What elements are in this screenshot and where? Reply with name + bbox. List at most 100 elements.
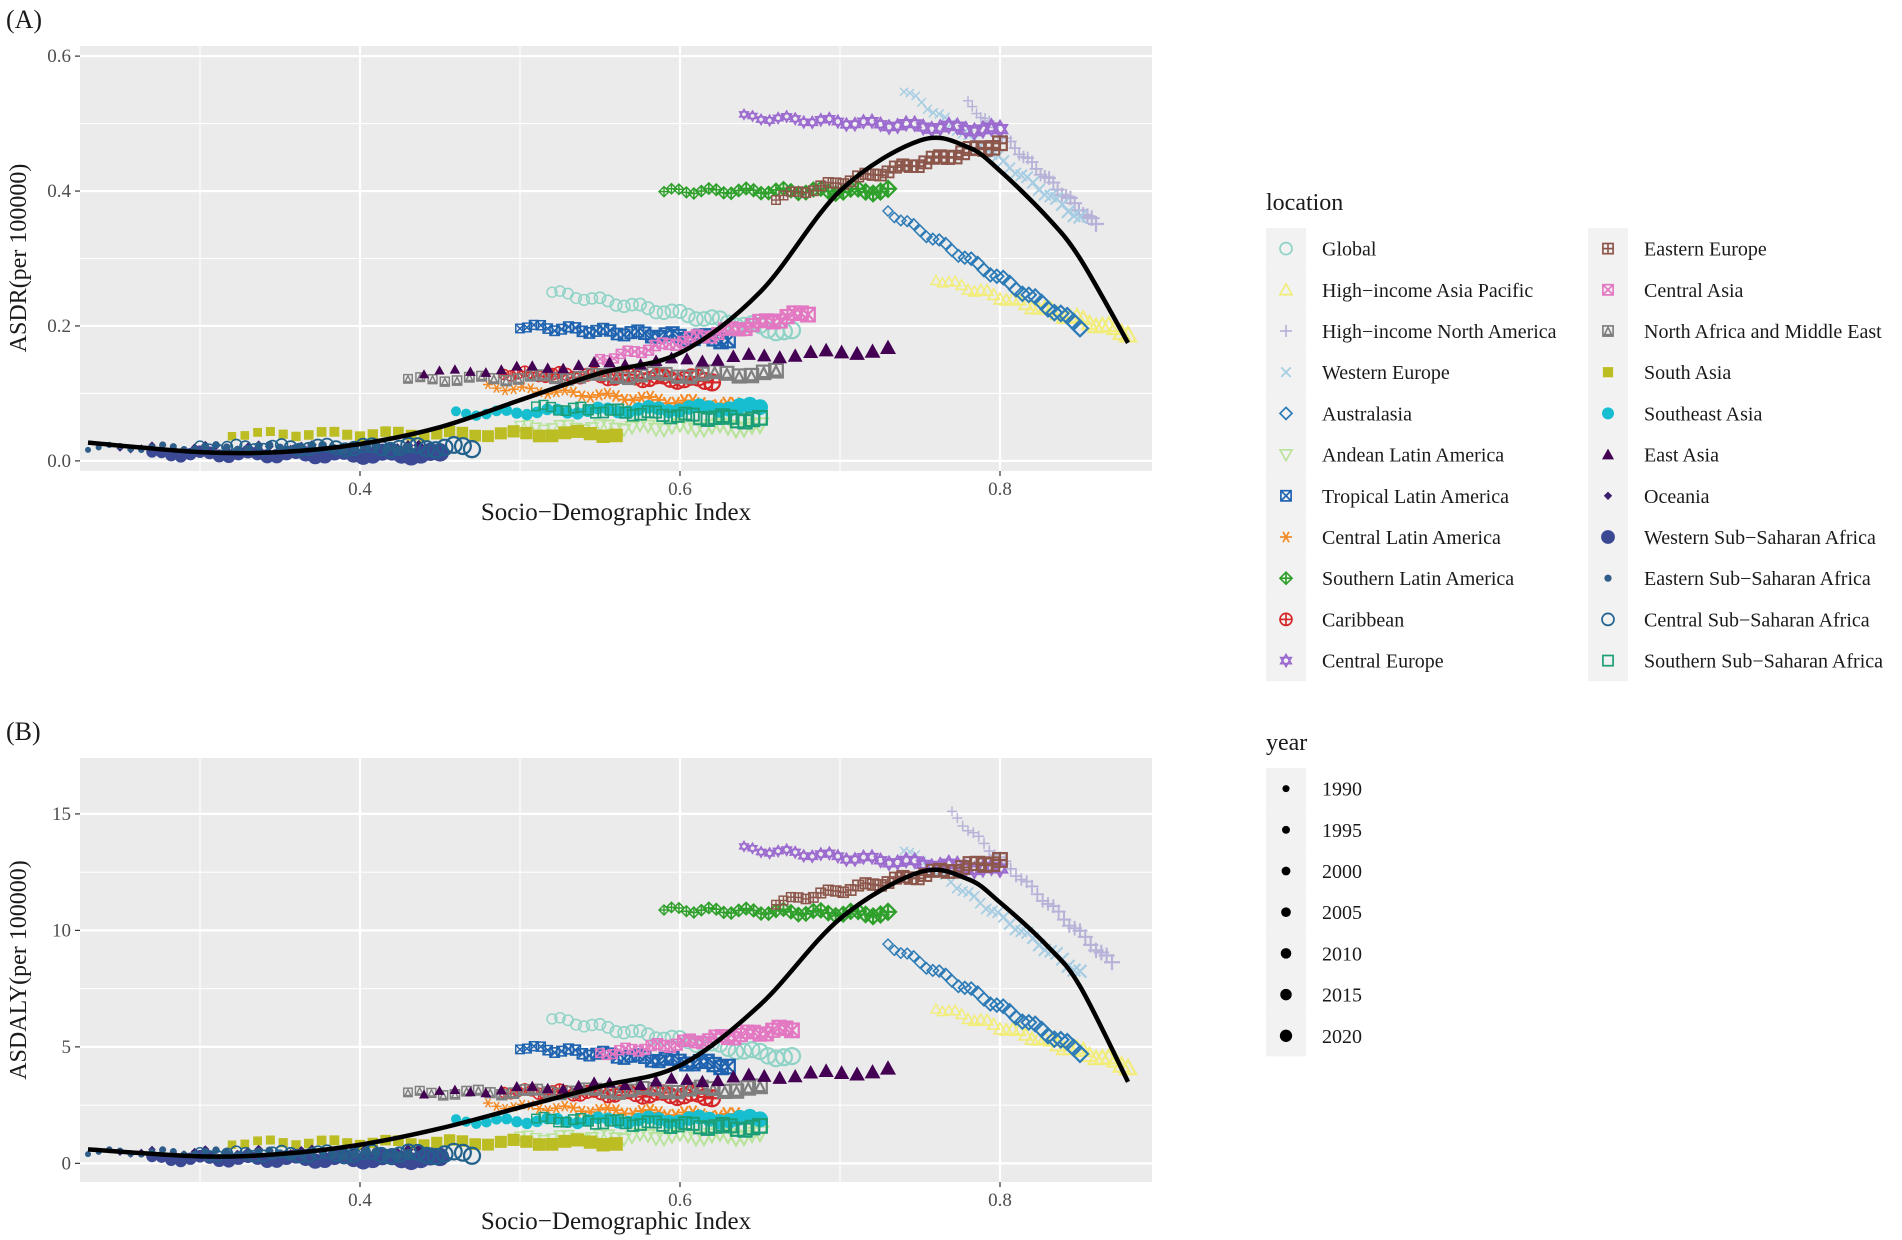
data-point: [693, 410, 708, 426]
data-point: [929, 274, 943, 286]
data-point: [491, 1101, 502, 1112]
data-point: [888, 211, 901, 224]
data-point: [364, 1144, 381, 1160]
data-point: [888, 160, 903, 174]
data-point: [707, 410, 723, 426]
data-point: [831, 848, 845, 865]
legend-key: [1266, 640, 1306, 682]
data-point: [584, 391, 597, 403]
legend-location-label: Central Asia: [1644, 280, 1744, 302]
data-point: [453, 437, 472, 456]
data-point: [480, 1087, 492, 1098]
data-point: [634, 407, 647, 421]
data-point: [546, 286, 558, 298]
data-point: [575, 1112, 587, 1124]
data-point: [678, 1116, 693, 1130]
data-point: [488, 372, 500, 385]
series-south-asia: [227, 424, 623, 443]
data-point: [603, 356, 616, 368]
data-point: [648, 304, 664, 320]
legend-location-label: Western Sub−Saharan Africa: [1644, 527, 1876, 549]
data-point: [560, 1116, 572, 1128]
data-point: [469, 1138, 482, 1151]
data-point: [763, 113, 776, 128]
data-point: [427, 1147, 445, 1166]
legend-year-item: 2010: [1266, 932, 1362, 974]
series-australasia: [882, 938, 1090, 1064]
data-point: [462, 1146, 482, 1165]
data-point: [670, 1038, 683, 1051]
data-point: [641, 405, 655, 419]
data-point: [963, 251, 979, 267]
data-point: [601, 387, 614, 400]
legend-year-label: 1990: [1322, 779, 1362, 801]
data-point: [942, 275, 956, 287]
data-point: [291, 431, 301, 442]
data-point: [367, 429, 378, 440]
data-point: [494, 1135, 507, 1148]
data-point: [593, 1017, 607, 1031]
data-point: [545, 423, 559, 436]
legend-key: [1266, 392, 1306, 434]
data-point: [526, 360, 538, 371]
data-point: [888, 944, 901, 957]
data-point: [800, 306, 816, 323]
data-point: [700, 1121, 715, 1136]
data-point: [726, 349, 741, 362]
data-point: [815, 180, 827, 192]
data-point: [976, 991, 992, 1008]
legend-year-item: 1995: [1266, 809, 1362, 851]
data-point: [240, 1139, 250, 1149]
data-point: [588, 355, 601, 367]
data-point: [265, 427, 275, 437]
panel-a-x-axis-label: Socio−Demographic Index: [481, 499, 752, 526]
legend-size-dot: [1281, 907, 1291, 918]
data-point: [1070, 318, 1090, 338]
data-point: [227, 1140, 237, 1150]
data-point: [443, 425, 456, 438]
data-point: [837, 886, 850, 899]
data-point: [755, 364, 772, 381]
data-point: [988, 997, 1005, 1014]
data-point: [437, 1090, 449, 1101]
data-point: [553, 1116, 564, 1128]
data-point: [319, 437, 335, 453]
data-point: [512, 373, 525, 385]
data-point: [572, 359, 585, 371]
data-point: [520, 426, 533, 440]
legend-location-item: East Asia: [1588, 434, 1719, 476]
data-point: [342, 1138, 353, 1149]
legend-location-label: High−income Asia Pacific: [1322, 280, 1533, 302]
data-point: [1017, 295, 1034, 311]
data-point: [839, 851, 854, 868]
data-point: [788, 845, 802, 860]
data-point: [925, 150, 940, 165]
data-point: [992, 135, 1008, 152]
legend-location-item: North Africa and Middle East: [1588, 310, 1882, 352]
data-point: [680, 307, 696, 324]
data-point: [545, 1113, 557, 1125]
data-point: [695, 354, 710, 367]
data-point: [418, 1139, 430, 1151]
data-point: [1051, 904, 1066, 919]
data-point: [1061, 204, 1076, 219]
data-point: [907, 217, 921, 231]
legend-location-title: location: [1266, 190, 1343, 216]
data-point: [976, 262, 992, 278]
data-point: [618, 1078, 632, 1091]
data-point: [986, 287, 1001, 301]
data-point: [685, 407, 700, 422]
data-point: [453, 1143, 472, 1162]
data-point: [159, 1146, 167, 1154]
data-point: [557, 362, 570, 374]
legend-year-label: 2015: [1322, 985, 1362, 1007]
data-point: [672, 901, 686, 915]
legend-key: [1266, 434, 1306, 476]
data-point: [499, 385, 511, 396]
data-point: [541, 1082, 554, 1094]
legend-location-label: Southern Sub−Saharan Africa: [1644, 651, 1883, 673]
data-point: [456, 426, 469, 439]
legend-location-label: Caribbean: [1322, 609, 1404, 631]
data-point: [567, 1102, 580, 1114]
data-point: [705, 1081, 721, 1097]
